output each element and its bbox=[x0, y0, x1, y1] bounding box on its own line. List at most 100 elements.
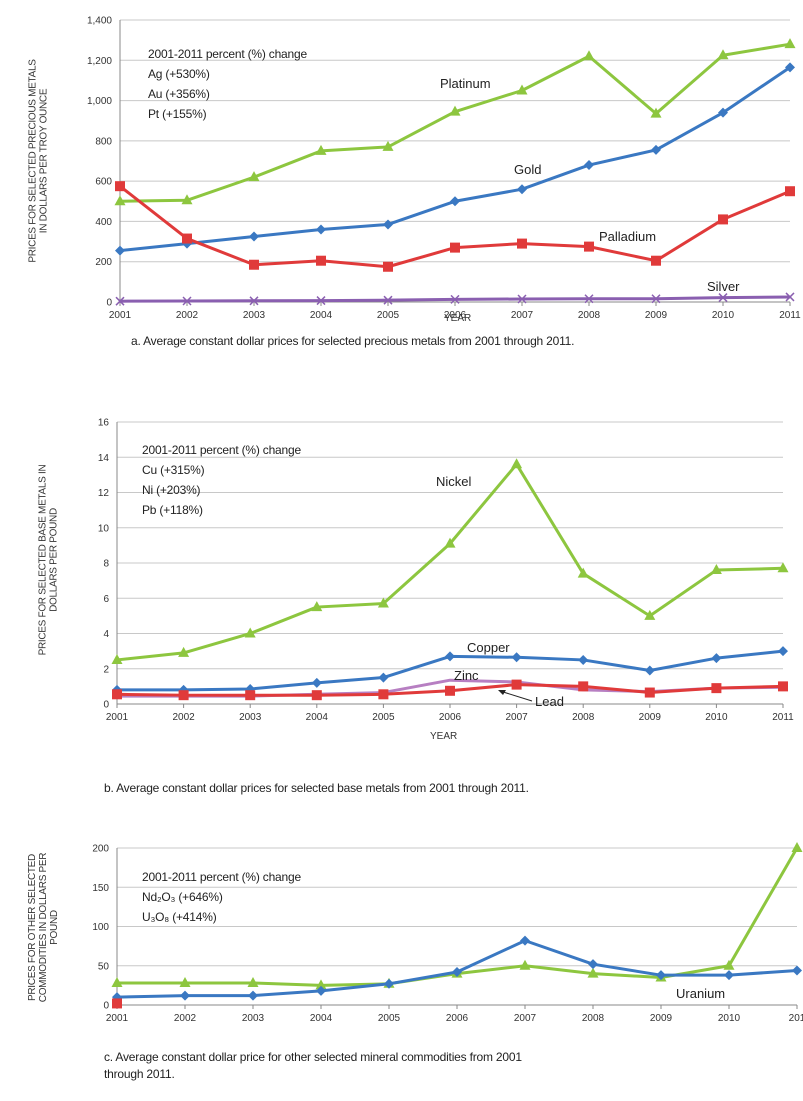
x-tick-label: 2009 bbox=[639, 712, 662, 723]
data-point bbox=[517, 294, 527, 304]
x-tick-label: 2008 bbox=[582, 1013, 605, 1024]
x-tick-label: 2006 bbox=[444, 310, 467, 321]
data-point bbox=[111, 977, 123, 988]
data-point bbox=[584, 294, 594, 304]
data-point bbox=[115, 245, 125, 256]
data-point bbox=[377, 597, 389, 608]
x-tick-label: 2005 bbox=[372, 712, 395, 723]
data-point bbox=[114, 195, 126, 206]
x-tick-label: 2006 bbox=[439, 712, 462, 723]
gridlines bbox=[120, 19, 790, 303]
data-point bbox=[316, 255, 326, 266]
data-point bbox=[784, 38, 796, 49]
x-axis-title: YEAR bbox=[444, 313, 472, 324]
x-tick-label: 2009 bbox=[650, 1013, 673, 1024]
data-point bbox=[179, 977, 191, 988]
data-point bbox=[791, 842, 803, 852]
y-tick-label: 16 bbox=[98, 418, 110, 429]
data-point bbox=[178, 684, 189, 695]
series-label: Gold bbox=[514, 162, 541, 177]
data-point bbox=[516, 84, 528, 95]
data-point bbox=[450, 294, 460, 304]
x-tick-label: 2007 bbox=[505, 712, 528, 723]
x-tick-label: 201 bbox=[789, 1013, 803, 1024]
series-label: Uranium bbox=[676, 986, 725, 1001]
data-point bbox=[711, 683, 722, 694]
data-point bbox=[111, 653, 123, 664]
series-label: Lead bbox=[535, 694, 564, 709]
data-point bbox=[584, 241, 594, 252]
x-tick-label: 2001 bbox=[106, 712, 129, 723]
data-point bbox=[112, 689, 122, 700]
annotation-line: Cu (+315%) bbox=[142, 463, 205, 477]
data-point bbox=[777, 562, 789, 573]
x-tick-label: 2005 bbox=[377, 310, 400, 321]
percent-change-annotation: 2001-2011 percent (%) change Cu (+315%) … bbox=[142, 440, 301, 520]
series-label: Platinum bbox=[440, 76, 491, 91]
percent-change-annotation: 2001-2011 percent (%) change Ag (+530%) … bbox=[148, 44, 307, 124]
y-tick-label: 600 bbox=[95, 177, 112, 188]
data-point bbox=[444, 537, 456, 548]
data-point bbox=[182, 296, 192, 306]
y-tick-label: 200 bbox=[95, 257, 112, 268]
data-point bbox=[718, 214, 728, 225]
data-point bbox=[115, 181, 125, 192]
data-point bbox=[383, 219, 393, 230]
data-point bbox=[311, 690, 322, 701]
data-point bbox=[180, 990, 190, 1001]
y-tick-label: 2 bbox=[103, 664, 109, 675]
data-point bbox=[178, 690, 189, 701]
data-point bbox=[651, 255, 661, 266]
y-tick-label: 50 bbox=[98, 961, 110, 972]
data-point bbox=[587, 967, 599, 978]
data-point bbox=[445, 685, 455, 696]
y-tick-label: 0 bbox=[106, 298, 112, 309]
series-uranium bbox=[112, 935, 802, 1003]
label-arrowhead bbox=[498, 690, 506, 695]
series-copper bbox=[112, 646, 788, 695]
x-tick-label: 2011 bbox=[772, 712, 794, 723]
chart-panel-c: PRICES FOR OTHER SELECTED COMMODITIES IN… bbox=[0, 827, 803, 1101]
x-tick-label: 2010 bbox=[718, 1013, 741, 1024]
data-point bbox=[584, 160, 594, 171]
data-point bbox=[710, 564, 722, 575]
label-arrow bbox=[499, 690, 533, 702]
data-point bbox=[311, 601, 323, 612]
y-tick-label: 8 bbox=[103, 559, 109, 570]
y-tick-label: 10 bbox=[98, 523, 110, 534]
y-tick-label: 100 bbox=[92, 922, 109, 933]
chart-caption: a. Average constant dollar prices for se… bbox=[131, 334, 575, 348]
annotation-line: Ag (+530%) bbox=[148, 67, 210, 81]
x-tick-label: 2002 bbox=[176, 310, 199, 321]
data-point bbox=[249, 296, 259, 306]
chart-panel-b: PRICES FOR SELECTED BASE METALS IN DOLLA… bbox=[0, 400, 803, 743]
x-tick-label: 2010 bbox=[712, 310, 735, 321]
y-tick-label: 0 bbox=[103, 700, 109, 711]
x-tick-label: 2001 bbox=[109, 310, 132, 321]
x-tick-label: 2006 bbox=[446, 1013, 469, 1024]
y-tick-label: 400 bbox=[95, 217, 112, 228]
x-tick-label: 2004 bbox=[310, 1013, 333, 1024]
data-point bbox=[517, 238, 527, 249]
annotation-heading: 2001-2011 percent (%) change bbox=[148, 47, 307, 61]
gridlines bbox=[117, 421, 783, 705]
y-tick-label: 14 bbox=[98, 453, 110, 464]
data-point bbox=[644, 665, 655, 676]
annotation-heading: 2001-2011 percent (%) change bbox=[142, 443, 301, 457]
data-point bbox=[249, 259, 259, 270]
line-chart: 0 200 400 600 800 1,000 1,200 1,400 2001 2002 2003… bbox=[87, 16, 801, 322]
data-point bbox=[244, 627, 256, 638]
data-point bbox=[449, 105, 461, 116]
data-point bbox=[511, 458, 523, 469]
data-point bbox=[452, 967, 462, 978]
data-point bbox=[445, 651, 455, 662]
data-point bbox=[792, 965, 802, 976]
data-point bbox=[382, 140, 394, 151]
data-point bbox=[248, 171, 260, 182]
x-tick-label: 2009 bbox=[645, 310, 668, 321]
percent-change-annotation: 2001-2011 percent (%) change Nd₂O₃ (+646… bbox=[142, 867, 301, 927]
data-point bbox=[378, 672, 389, 683]
series-label: Palladium bbox=[599, 229, 656, 244]
series-label: Zinc bbox=[454, 668, 479, 683]
annotation-heading: 2001-2011 percent (%) change bbox=[142, 870, 301, 884]
